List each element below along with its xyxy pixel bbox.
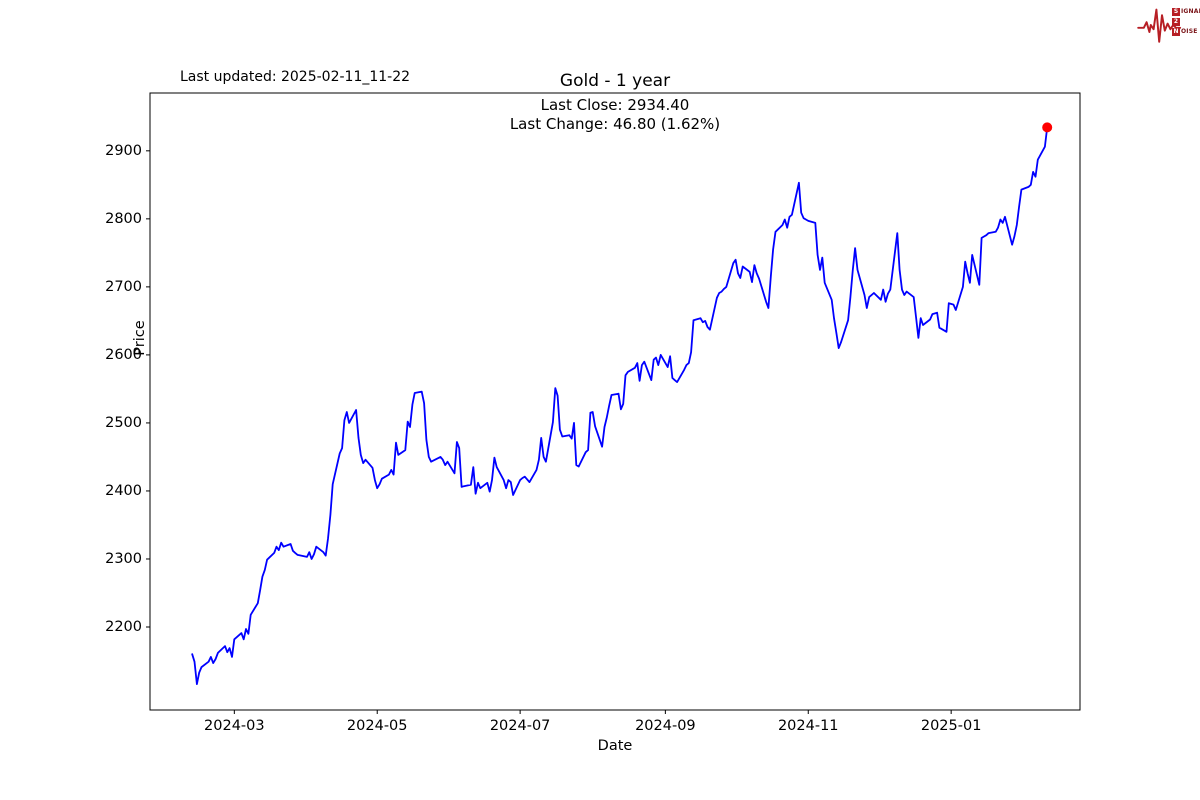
y-tick-label: 2400 bbox=[105, 482, 142, 499]
last-close-marker bbox=[1042, 122, 1053, 133]
y-tick-label: 2700 bbox=[105, 278, 142, 295]
plot-border bbox=[149, 92, 1081, 711]
logo-row: SIGNAL bbox=[1172, 7, 1200, 16]
price-line bbox=[191, 126, 1049, 685]
logo-letter-box: S bbox=[1172, 7, 1180, 16]
y-tick-label: 2200 bbox=[105, 619, 142, 635]
logo-letter-rest: IGNAL bbox=[1181, 8, 1200, 15]
y-tick-label: 2600 bbox=[105, 346, 142, 363]
chart-title: Gold - 1 year bbox=[559, 71, 671, 91]
y-tick-label: 2900 bbox=[105, 142, 142, 159]
last-close-line: Last Close: 2934.40 bbox=[540, 96, 690, 114]
last-close-annotation: Last Close: 2934.40 Last Change: 46.80 (… bbox=[150, 96, 1080, 134]
logo-letter-rest: OISE bbox=[1181, 28, 1198, 35]
x-tick-label: 2024-03 bbox=[204, 718, 265, 734]
logo-brand-text: SIGNAL2NOISE bbox=[1172, 7, 1200, 37]
waveform-icon bbox=[1137, 8, 1182, 43]
logo-row: N OISE bbox=[1172, 27, 1200, 36]
last-updated-label: Last updated: 2025-02-11_11-22 bbox=[180, 69, 411, 85]
x-tick-label: 2024-09 bbox=[635, 718, 696, 734]
y-tick-label: 2500 bbox=[105, 414, 142, 431]
last-change-line: Last Change: 46.80 (1.62%) bbox=[509, 115, 721, 133]
x-tick-label: 2024-07 bbox=[489, 718, 551, 734]
logo-letter-box: N bbox=[1172, 27, 1180, 36]
x-axis-label: Date bbox=[597, 738, 633, 754]
x-tick-label: 2025-01 bbox=[920, 718, 982, 734]
x-tick-label: 2024-05 bbox=[346, 718, 408, 734]
logo-row: 2 bbox=[1172, 17, 1200, 26]
logo-letter-box: 2 bbox=[1172, 17, 1180, 26]
y-tick-label: 2800 bbox=[105, 210, 142, 227]
x-tick-label: 2024-11 bbox=[777, 718, 839, 734]
y-tick-label: 2300 bbox=[105, 550, 142, 567]
